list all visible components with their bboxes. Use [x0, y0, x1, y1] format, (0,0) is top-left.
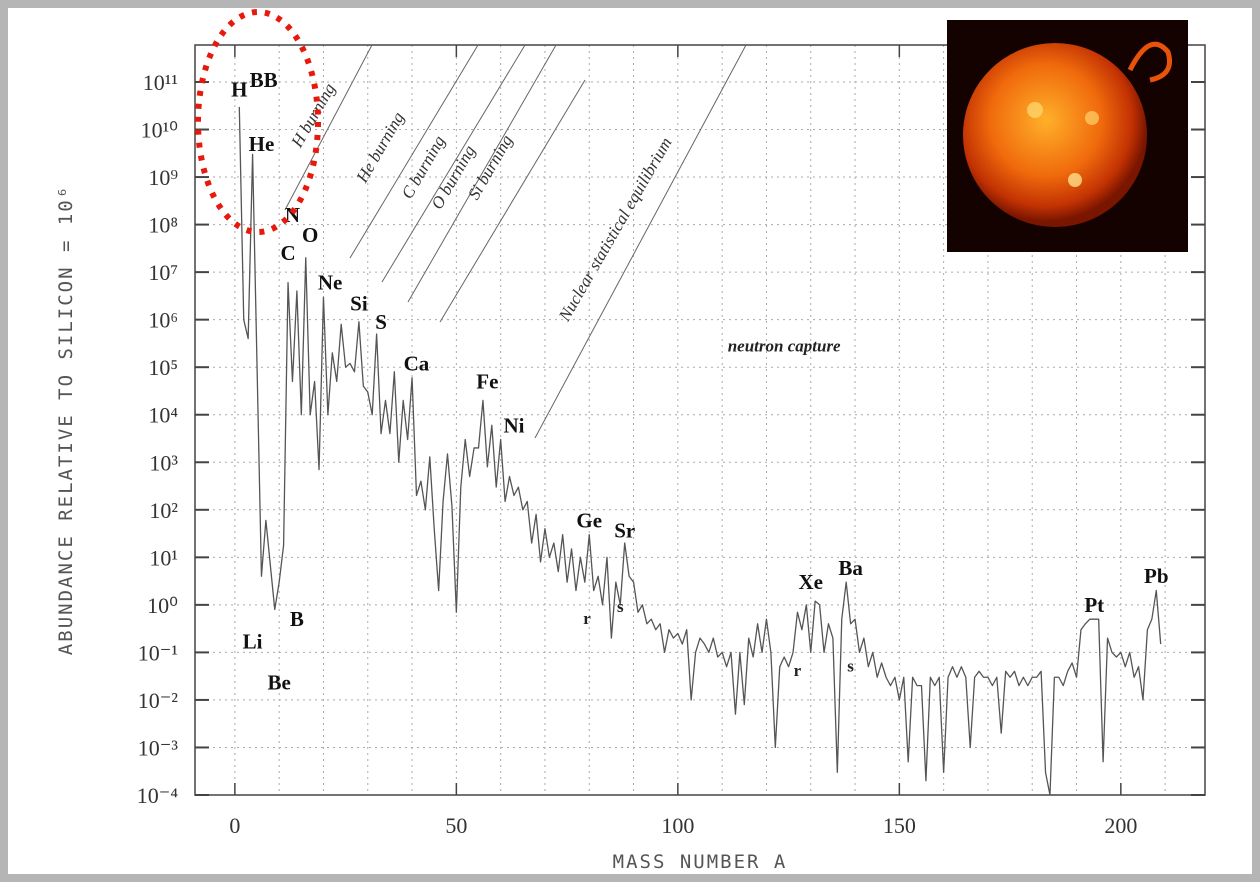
y-tick-label: 10⁹	[148, 165, 178, 190]
y-tick-label: 10⁸	[148, 213, 178, 238]
annotation: He	[249, 132, 275, 156]
x-tick-label: 150	[883, 813, 916, 838]
sun-prominence	[1127, 41, 1172, 83]
x-tick-label: 200	[1104, 813, 1137, 838]
y-tick-label: 10⁵	[148, 355, 178, 380]
x-tick-label: 100	[661, 813, 694, 838]
annotation: s	[617, 597, 624, 616]
annotation: Xe	[798, 570, 823, 594]
annotation: B	[290, 607, 304, 631]
annotation: N	[285, 203, 300, 227]
highlight-ellipse	[195, 9, 321, 235]
annotation: Ca	[404, 351, 430, 375]
x-tick-label: 50	[445, 813, 467, 838]
annotation: Sr	[614, 518, 635, 542]
region-line	[439, 79, 586, 323]
sun-spot	[1027, 102, 1043, 118]
annotation: r	[794, 661, 802, 680]
y-tick-label: 10¹	[149, 545, 178, 570]
y-tick-label: 10¹¹	[143, 70, 178, 95]
y-tick-label: 10⁶	[148, 308, 178, 333]
annotation: Si	[350, 291, 368, 315]
y-tick-label: 10⁻³	[138, 735, 179, 760]
sun-disk	[963, 43, 1147, 227]
data-line	[238, 106, 1162, 796]
y-tick-label: 10⁻²	[138, 688, 179, 713]
annotation: H	[231, 77, 247, 101]
annotation: s	[847, 657, 854, 676]
y-tick-label: 10⁻¹	[138, 640, 178, 665]
y-tick-label: 10⁰	[147, 593, 178, 618]
y-axis-label: ABUNDANCE RELATIVE TO SILICON = 10⁶	[55, 185, 77, 655]
annotation: Pt	[1084, 593, 1104, 617]
region-line	[284, 44, 373, 211]
y-tick-label: 10⁴	[148, 403, 178, 428]
annotation: Ni	[503, 413, 524, 437]
region-line	[349, 44, 479, 259]
annotation: Li	[243, 629, 263, 653]
annotation: r	[583, 609, 591, 628]
annotation: O	[302, 223, 318, 247]
sun-spot	[1085, 111, 1099, 125]
annotation: BB	[250, 68, 278, 92]
region-line	[407, 44, 557, 303]
axes-frame	[194, 44, 1206, 796]
y-tick-label: 10²	[149, 498, 178, 523]
annotation: Ne	[318, 271, 343, 295]
region-line	[381, 44, 526, 283]
y-tick-label: 10¹⁰	[141, 118, 179, 143]
x-tick-label: 0	[229, 813, 240, 838]
annotation: C	[280, 241, 295, 265]
annotation: S	[375, 310, 387, 334]
y-tick-label: 10⁷	[148, 260, 178, 285]
annotation: Fe	[476, 370, 498, 394]
sun-image	[947, 20, 1188, 252]
sun-spot	[1068, 173, 1082, 187]
x-axis-label: MASS NUMBER A	[613, 851, 788, 873]
y-tick-label: 10⁻⁴	[137, 783, 179, 808]
annotation: Ge	[576, 508, 602, 532]
annotation: Pb	[1144, 564, 1169, 588]
region-line	[534, 44, 747, 439]
annotation: neutron capture	[728, 337, 841, 356]
y-tick-label: 10³	[149, 450, 178, 475]
annotation: Ba	[838, 556, 863, 580]
annotation: Be	[268, 671, 291, 695]
